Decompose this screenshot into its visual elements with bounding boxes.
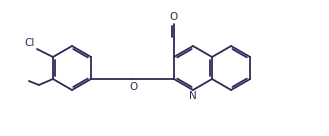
Text: O: O <box>129 82 138 92</box>
Text: Cl: Cl <box>25 38 35 48</box>
Text: O: O <box>170 12 178 22</box>
Text: N: N <box>189 91 197 101</box>
